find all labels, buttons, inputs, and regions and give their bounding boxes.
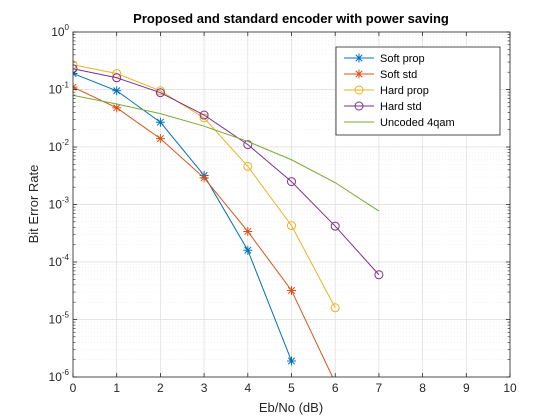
x-tick-label: 9 — [463, 381, 470, 395]
legend-item-hard-prop: Hard prop — [344, 85, 429, 97]
tick-labels: 0 1 2 3 4 5 6 7 8 9 10 100 10-1 10-2 10-3 10-4 10-5 10-6 — [49, 23, 517, 395]
series-uncoded-4qam — [73, 94, 380, 212]
data-point-soft-std — [112, 103, 122, 113]
legend-marker — [354, 53, 364, 63]
legend-marker — [354, 101, 364, 111]
legend-item-uncoded-4qam: Uncoded 4qam — [344, 117, 455, 129]
y-tick-label: 10-6 — [49, 368, 70, 384]
x-tick-label: 1 — [113, 381, 120, 395]
data-point-hard-prop — [330, 303, 340, 313]
legend-label: Soft prop — [380, 53, 425, 65]
y-tick-label: 10-3 — [49, 196, 70, 212]
data-point-hard-std — [287, 177, 296, 187]
x-tick-label: 10 — [503, 381, 517, 395]
x-tick-label: 2 — [157, 381, 164, 395]
legend-marker — [354, 85, 364, 95]
series-line-hard-std — [73, 68, 380, 276]
chart-title: Proposed and standard encoder with power… — [133, 11, 449, 26]
data-point-hard-std — [199, 110, 209, 120]
legend-item-soft-prop: Soft prop — [344, 53, 425, 65]
data-point-soft-prop — [243, 245, 253, 255]
data-point-hard-prop — [73, 60, 78, 70]
data-point-soft-std — [155, 134, 165, 144]
x-axis-label: Eb/No (dB) — [259, 400, 323, 415]
y-tick-label: 10-2 — [49, 138, 70, 154]
legend-label: Uncoded 4qam — [380, 117, 455, 129]
x-tick-label: 0 — [70, 381, 77, 395]
y-tick-label: 100 — [51, 23, 69, 39]
grid — [72, 31, 511, 378]
x-tick-label: 3 — [201, 381, 208, 395]
data-point-hard-std — [155, 88, 165, 98]
data-point-hard-std — [73, 64, 78, 74]
y-tick-label: 10-1 — [49, 81, 70, 97]
data-point-soft-prop — [112, 86, 122, 96]
series-line-uncoded-4qam — [73, 94, 380, 212]
data-point-soft-std — [199, 173, 209, 183]
data-point-hard-std — [330, 221, 340, 231]
data-point-hard-std — [112, 73, 122, 83]
data-point-hard-prop — [287, 221, 296, 231]
x-tick-label: 4 — [244, 381, 251, 395]
legend-label: Hard std — [380, 101, 422, 113]
data-point-hard-prop — [243, 161, 253, 171]
ticks — [72, 31, 511, 378]
data-point-soft-prop — [155, 117, 165, 127]
legend: Soft prop Soft std Hard prop Hard std Uncode… — [335, 46, 501, 136]
legend-item-soft-std: Soft std — [344, 69, 417, 81]
series-hard-std — [73, 64, 384, 280]
x-tick-label: 7 — [376, 381, 383, 395]
data-point-hard-std — [374, 270, 384, 280]
series-soft-std — [73, 82, 334, 377]
x-tick-label: 6 — [332, 381, 339, 395]
data-point-soft-std — [287, 285, 296, 295]
legend-label: Hard prop — [380, 85, 429, 97]
legend-marker — [354, 69, 364, 79]
data-point-soft-prop — [287, 356, 296, 366]
y-axis-label: Bit Error Rate — [26, 165, 41, 244]
y-tick-label: 10-5 — [49, 311, 70, 327]
data-point-hard-std — [243, 140, 253, 150]
legend-item-hard-std: Hard std — [344, 101, 422, 113]
series-line-soft-prop — [73, 73, 292, 362]
x-tick-label: 5 — [288, 381, 295, 395]
data-point-soft-std — [243, 226, 253, 236]
y-tick-label: 10-4 — [49, 253, 70, 269]
series-layer — [73, 60, 384, 377]
x-tick-label: 8 — [419, 381, 426, 395]
legend-label: Soft std — [380, 69, 417, 81]
